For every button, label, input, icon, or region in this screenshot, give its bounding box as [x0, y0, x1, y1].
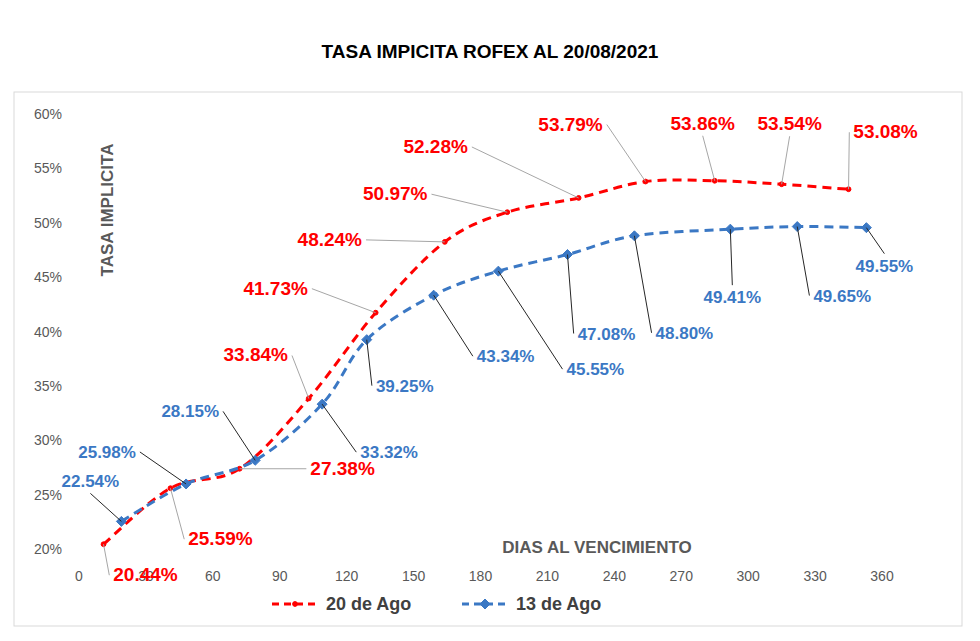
- data-label: 49.41%: [703, 288, 761, 307]
- leader-line: [140, 452, 186, 484]
- data-label: 33.32%: [360, 443, 418, 462]
- data-labels: 20.44%25.59%27.38%33.84%41.73%48.24%50.9…: [62, 113, 918, 585]
- data-label: 22.54%: [62, 472, 120, 491]
- leader-line: [782, 136, 790, 184]
- leader-line: [848, 132, 850, 189]
- x-tick-label: 60: [205, 568, 221, 584]
- data-label: 47.08%: [578, 325, 636, 344]
- legend-label: 20 de Ago: [326, 594, 411, 614]
- data-label: 25.59%: [188, 528, 253, 549]
- x-tick-label: 210: [536, 568, 560, 584]
- data-label: 48.80%: [656, 324, 714, 343]
- chart-frame: [14, 92, 962, 626]
- data-label: 41.73%: [243, 278, 308, 299]
- legend-label: 13 de Ago: [516, 594, 601, 614]
- y-tick-label: 50%: [34, 215, 62, 231]
- y-tick-label: 25%: [34, 487, 62, 503]
- data-label: 53.08%: [853, 121, 918, 142]
- y-axis-title: TASA IMPLICITA: [98, 144, 117, 277]
- data-label: 53.86%: [670, 113, 735, 134]
- leader-line: [367, 340, 372, 386]
- x-tick-label: 270: [670, 568, 694, 584]
- leader-line: [240, 468, 307, 469]
- x-axis-title: DIAS AL VENCIMIENTO: [502, 538, 692, 557]
- data-label: 39.25%: [376, 377, 434, 396]
- leader-line: [312, 289, 376, 313]
- x-tick-label: 180: [469, 568, 493, 584]
- data-label: 49.55%: [856, 257, 914, 276]
- y-tick-label: 35%: [34, 378, 62, 394]
- series-line: [104, 180, 849, 544]
- leader-line: [703, 136, 715, 181]
- title: TASA IMPICITA ROFEX AL 20/08/2021: [322, 41, 659, 62]
- point-marker: [250, 455, 260, 465]
- data-label: 43.34%: [477, 347, 535, 366]
- leader-line: [866, 228, 884, 254]
- chart: TASA IMPICITA ROFEX AL 20/08/2021 20% 25% 3…: [0, 0, 980, 641]
- data-label: 53.54%: [757, 113, 822, 134]
- leader-line: [366, 240, 445, 242]
- y-tick-label: 40%: [34, 324, 62, 340]
- leader-line: [730, 229, 732, 285]
- data-label: 20.44%: [113, 564, 178, 585]
- x-tick-label: 300: [736, 568, 760, 584]
- x-tick-label: 240: [603, 568, 627, 584]
- x-tick-label: 90: [272, 568, 288, 584]
- data-label: 52.28%: [403, 136, 468, 157]
- leader-line: [431, 194, 507, 212]
- leader-line: [567, 255, 573, 334]
- leader-line: [607, 125, 646, 182]
- x-tick-label: 330: [803, 568, 827, 584]
- legend-marker: [480, 599, 490, 609]
- y-tick-label: 55%: [34, 160, 62, 176]
- legend-line: [272, 603, 318, 606]
- leader-line: [90, 493, 121, 521]
- data-label: 49.65%: [813, 287, 871, 306]
- x-tick-label: 360: [870, 568, 894, 584]
- data-label: 45.55%: [567, 360, 625, 379]
- leader-line: [223, 411, 255, 460]
- data-label: 50.97%: [363, 183, 428, 204]
- data-label: 48.24%: [298, 229, 363, 250]
- leader-line: [322, 404, 356, 452]
- background: [0, 0, 980, 641]
- legend-marker: [293, 602, 298, 607]
- leader-line: [434, 295, 473, 356]
- data-label: 53.79%: [538, 114, 603, 135]
- x-tick-label: 150: [402, 568, 426, 584]
- y-tick-label: 60%: [34, 106, 62, 122]
- leader-line: [472, 147, 579, 198]
- y-tick-label: 45%: [34, 269, 62, 285]
- x-tick-label: 0: [75, 568, 83, 584]
- data-label: 28.15%: [161, 402, 219, 421]
- legend: 20 de Ago 13 de Ago: [272, 594, 601, 614]
- data-label: 25.98%: [78, 443, 136, 462]
- y-tick-label: 20%: [34, 541, 62, 557]
- leader-line: [634, 236, 651, 333]
- x-tick-label: 120: [335, 568, 359, 584]
- leader-line: [797, 227, 809, 296]
- leader-line: [104, 544, 110, 575]
- leader-line: [498, 271, 562, 369]
- data-label: 33.84%: [224, 344, 289, 365]
- y-tick-label: 30%: [34, 432, 62, 448]
- leader-line: [170, 488, 184, 539]
- series-line: [121, 227, 866, 522]
- plot-area: [101, 178, 871, 546]
- leader-line: [292, 355, 309, 398]
